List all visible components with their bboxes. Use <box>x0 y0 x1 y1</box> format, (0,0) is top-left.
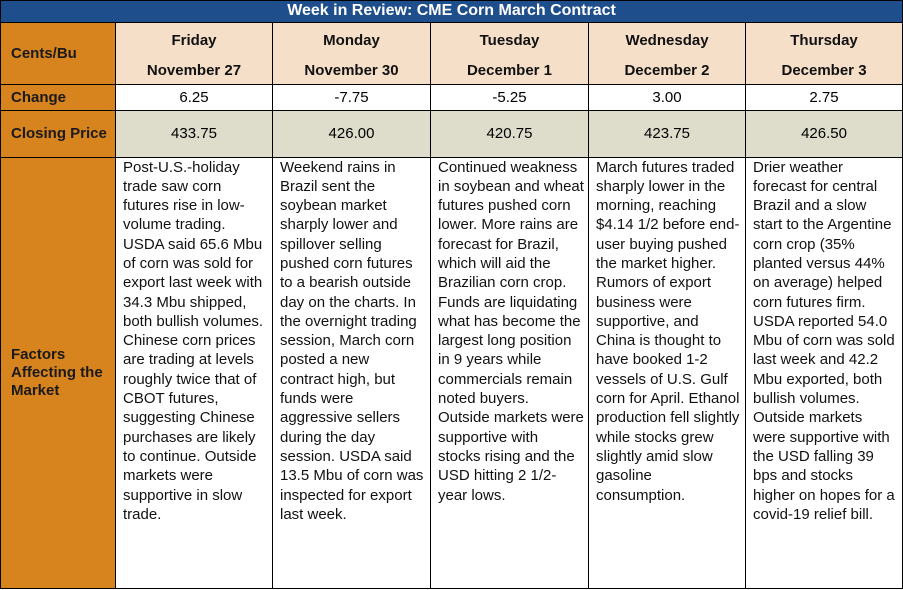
change-value-friday: 6.25 <box>115 84 273 112</box>
closing-price-wednesday: 423.75 <box>588 110 746 158</box>
day-date: November 30 <box>304 61 399 79</box>
day-header-friday: Friday November 27 <box>115 21 273 86</box>
day-date: November 27 <box>146 61 242 79</box>
closing-price-thursday: 426.50 <box>744 110 903 158</box>
day-header-tuesday: Tuesday December 1 <box>430 21 589 86</box>
day-name: Wednesday <box>625 31 709 49</box>
closing-price-friday: 433.75 <box>115 110 273 158</box>
change-label: Change <box>0 84 116 112</box>
change-value-monday: -7.75 <box>272 84 431 112</box>
day-header-monday: Monday November 30 <box>272 21 431 86</box>
day-name: Thursday <box>790 31 858 49</box>
day-name: Monday <box>323 31 380 49</box>
factors-label: Factors Affecting the Market <box>0 156 116 589</box>
factors-tuesday: Continued weakness in soybean and wheat … <box>430 156 589 589</box>
factors-thursday: Drier weather forecast for central Brazi… <box>744 156 903 589</box>
table-title: Week in Review: CME Corn March Contract <box>0 0 903 23</box>
day-name: Tuesday <box>479 31 540 49</box>
day-date: December 2 <box>624 61 710 79</box>
day-date: December 3 <box>781 61 867 79</box>
closing-price-tuesday: 420.75 <box>430 110 589 158</box>
closing-price-monday: 426.00 <box>272 110 431 158</box>
change-value-wednesday: 3.00 <box>588 84 746 112</box>
factors-monday: Weekend rains in Brazil sent the soybean… <box>272 156 431 589</box>
units-label: Cents/Bu <box>0 21 116 86</box>
factors-wednesday: March futures traded sharply lower in th… <box>588 156 746 589</box>
closing-price-label: Closing Price <box>0 110 116 158</box>
day-date: December 1 <box>466 61 553 79</box>
factors-friday: Post-U.S.-holiday trade saw corn futures… <box>115 156 273 589</box>
day-header-wednesday: Wednesday December 2 <box>588 21 746 86</box>
change-value-thursday: 2.75 <box>744 84 903 112</box>
day-name: Friday <box>171 31 217 49</box>
change-value-tuesday: -5.25 <box>430 84 589 112</box>
day-header-thursday: Thursday December 3 <box>744 21 903 86</box>
